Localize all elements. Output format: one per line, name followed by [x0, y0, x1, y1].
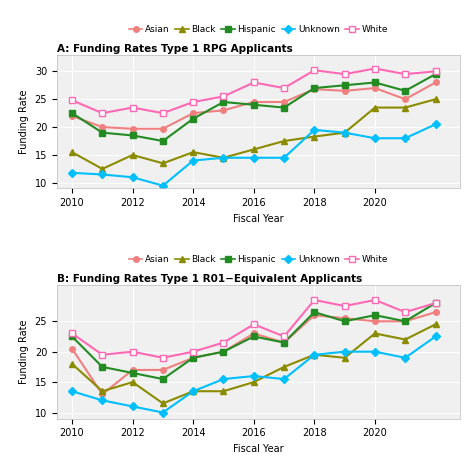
Text: A: Funding Rates Type 1 RPG Applicants: A: Funding Rates Type 1 RPG Applicants — [57, 44, 292, 54]
X-axis label: Fiscal Year: Fiscal Year — [233, 214, 283, 224]
Y-axis label: Funding Rate: Funding Rate — [19, 319, 29, 384]
Legend: Asian, Black, Hispanic, Unknown, White: Asian, Black, Hispanic, Unknown, White — [125, 22, 392, 38]
X-axis label: Fiscal Year: Fiscal Year — [233, 444, 283, 454]
Text: B: Funding Rates Type 1 R01−Equivalent Applicants: B: Funding Rates Type 1 R01−Equivalent A… — [57, 274, 362, 284]
Y-axis label: Funding Rate: Funding Rate — [19, 89, 29, 154]
Legend: Asian, Black, Hispanic, Unknown, White: Asian, Black, Hispanic, Unknown, White — [125, 252, 392, 268]
